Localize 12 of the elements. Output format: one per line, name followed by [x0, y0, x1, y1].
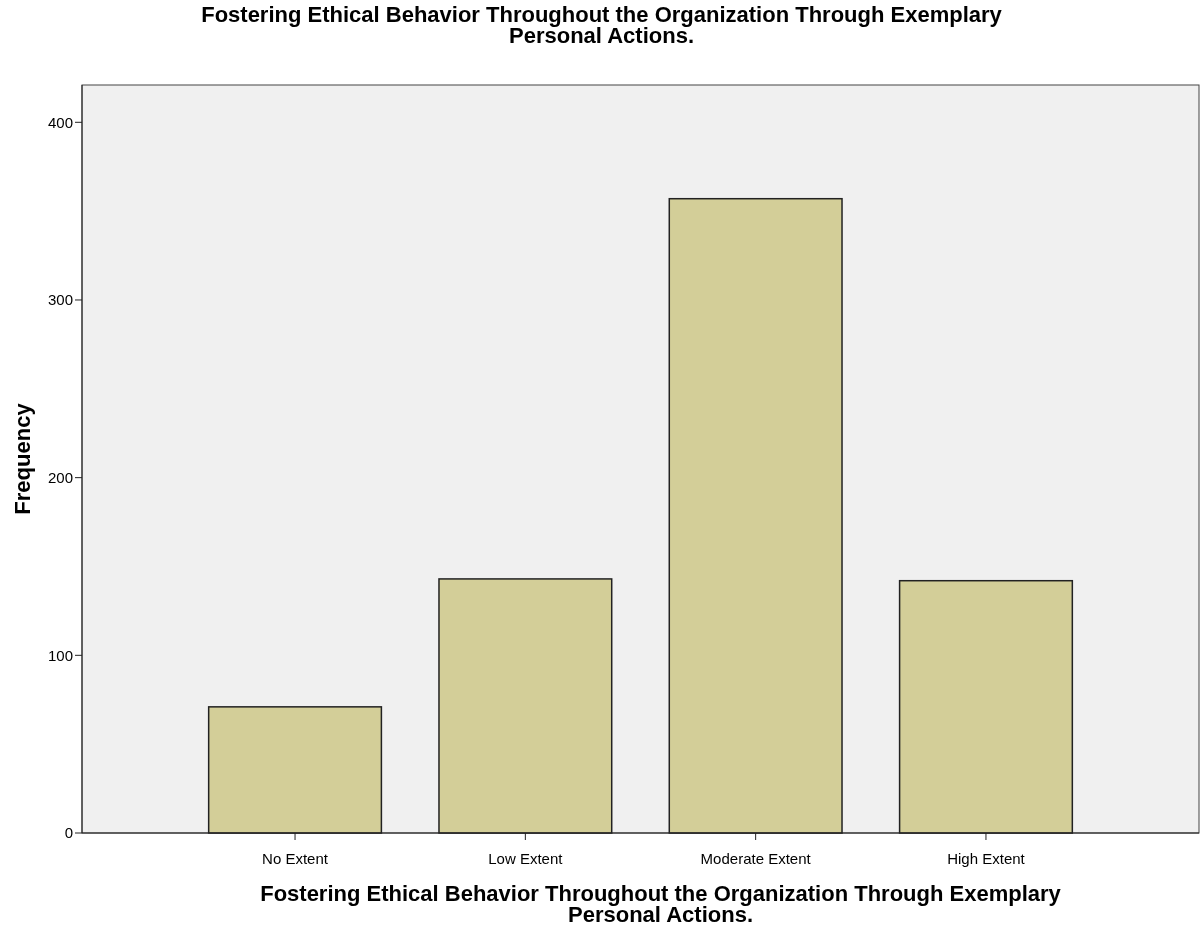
- chart-title: Fostering Ethical Behavior Throughout the Organization Through Exemplary Personal Actions.: [201, 2, 1003, 48]
- x-axis-title: Fostering Ethical Behavior Throughout the Organization Through Exemplary Personal Actions.: [260, 881, 1062, 927]
- x-tick-label: No Extent: [262, 850, 329, 867]
- y-tick-label: 100: [47, 646, 73, 664]
- x-tick-label: Moderate Extent: [700, 850, 812, 867]
- x-tick-label: High Extent: [947, 850, 1026, 867]
- y-tick-label: 0: [64, 824, 73, 842]
- y-tick-label: 200: [47, 468, 73, 486]
- y-tick-label: 300: [47, 291, 73, 309]
- y-tick-label: 400: [47, 113, 73, 131]
- y-axis-title: Frequency: [10, 402, 35, 515]
- x-tick-label: Low Extent: [488, 850, 564, 867]
